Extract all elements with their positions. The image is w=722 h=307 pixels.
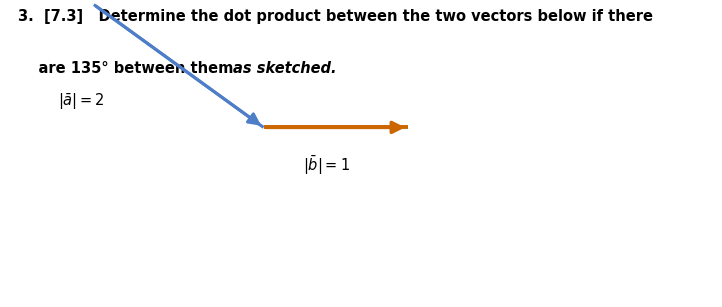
Text: $|\bar{b}| = 1$: $|\bar{b}| = 1$	[303, 154, 350, 177]
Text: are 135° between them: are 135° between them	[18, 61, 238, 76]
Text: as sketched.: as sketched.	[233, 61, 336, 76]
Text: $|\bar{a}| = 2$: $|\bar{a}| = 2$	[58, 92, 105, 112]
Text: 3.  [7.3]   Determine the dot product between the two vectors below if there: 3. [7.3] Determine the dot product betwe…	[18, 9, 653, 24]
